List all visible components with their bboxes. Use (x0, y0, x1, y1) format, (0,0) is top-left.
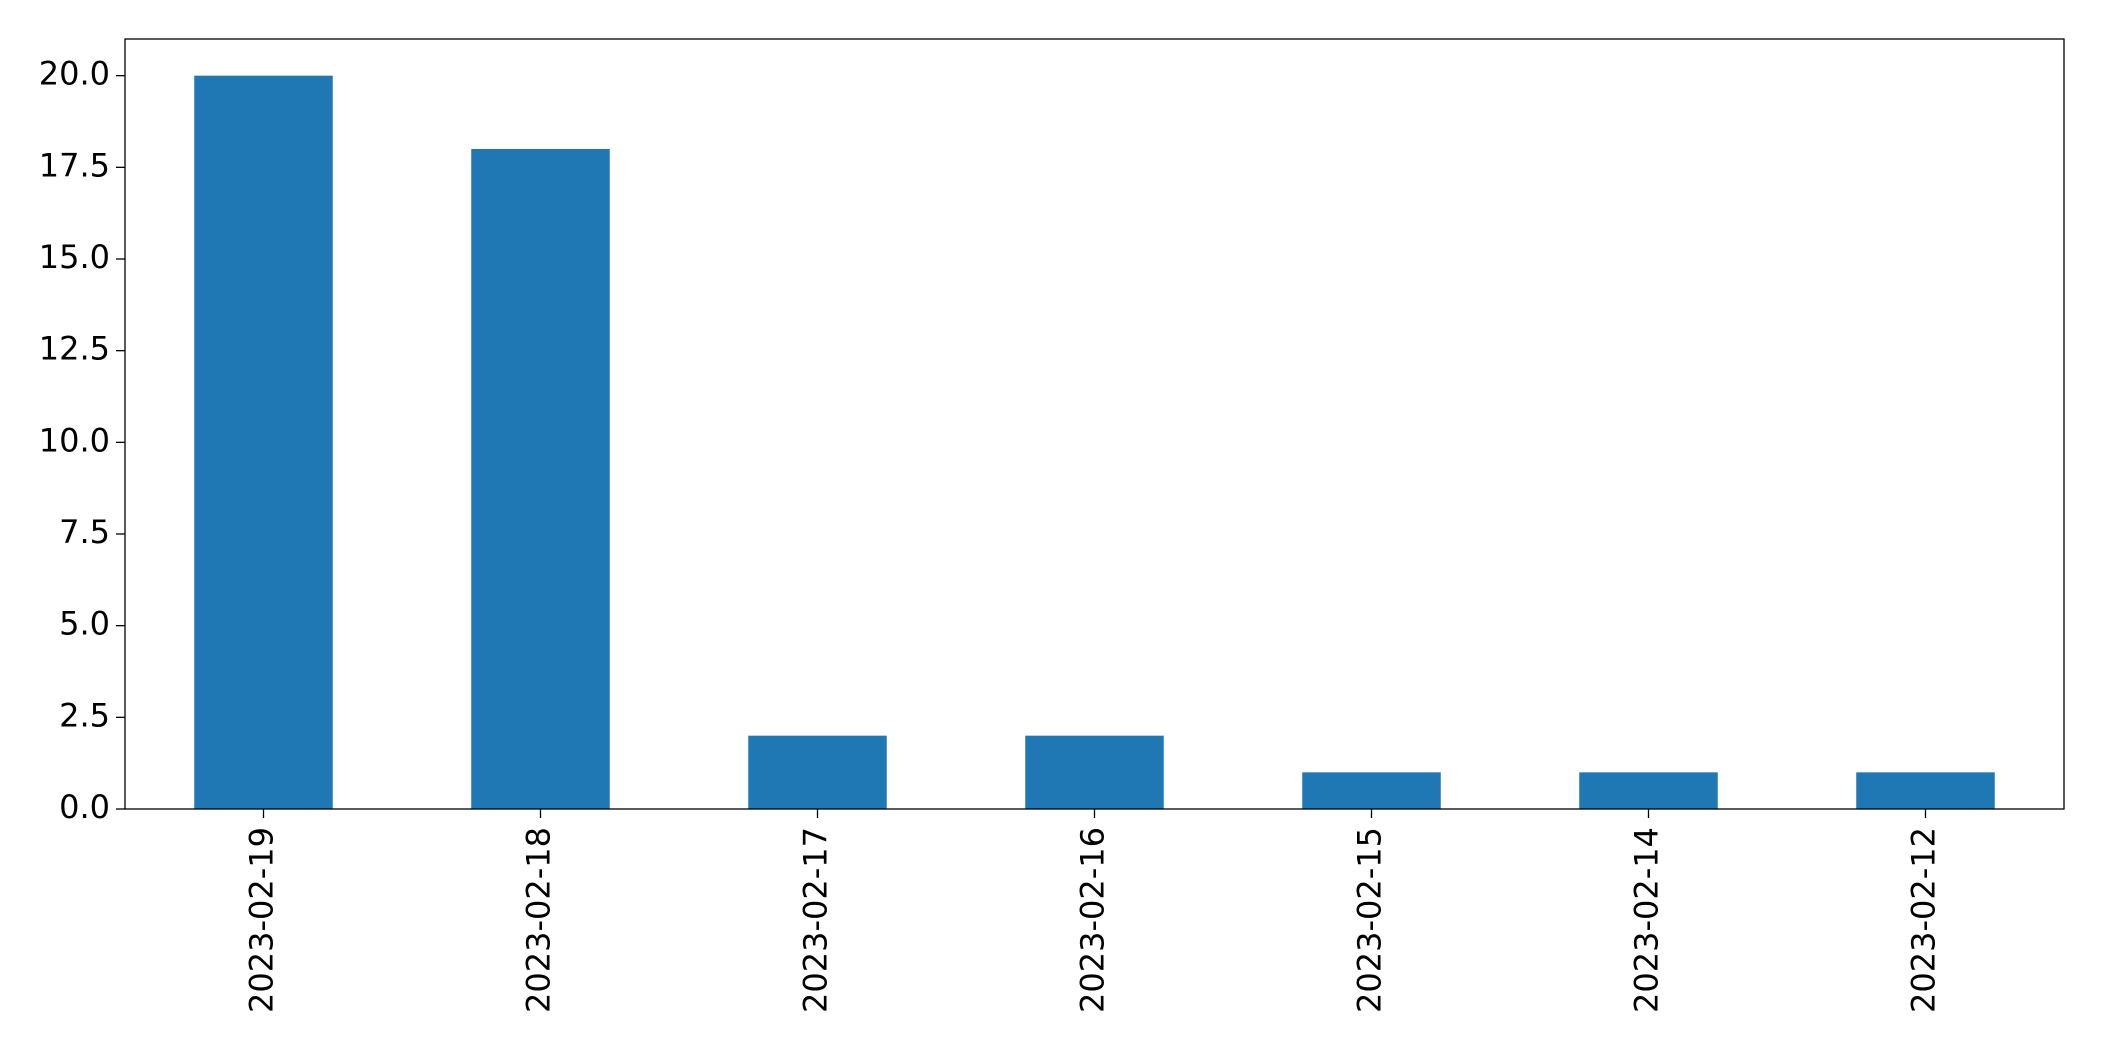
x-tick-label: 2023-02-18 (520, 827, 558, 1013)
y-tick-label: 12.5 (39, 330, 110, 368)
y-tick-label: 15.0 (39, 238, 110, 276)
x-tick-label: 2023-02-19 (243, 827, 281, 1013)
y-tick-label: 0.0 (59, 788, 110, 826)
plot-frame (124, 38, 2065, 810)
x-tick-label: 2023-02-16 (1074, 827, 1112, 1013)
y-tick-label: 17.5 (39, 146, 110, 184)
x-tick-label: 2023-02-15 (1351, 827, 1389, 1013)
y-tick-label: 2.5 (59, 696, 110, 734)
bar (194, 75, 333, 809)
y-tick-label: 20.0 (39, 55, 110, 93)
bar (471, 149, 610, 809)
y-tick-label: 5.0 (59, 605, 110, 643)
bar (1025, 735, 1164, 809)
x-tick-label: 2023-02-12 (1905, 827, 1943, 1013)
bar (1579, 772, 1718, 809)
bar (748, 735, 887, 809)
y-tick-label: 7.5 (59, 513, 110, 551)
x-tick-label: 2023-02-14 (1628, 827, 1666, 1013)
bar (1302, 772, 1441, 809)
x-tick-label: 2023-02-17 (797, 827, 835, 1013)
bar (1856, 772, 1995, 809)
y-tick-label: 10.0 (39, 421, 110, 459)
